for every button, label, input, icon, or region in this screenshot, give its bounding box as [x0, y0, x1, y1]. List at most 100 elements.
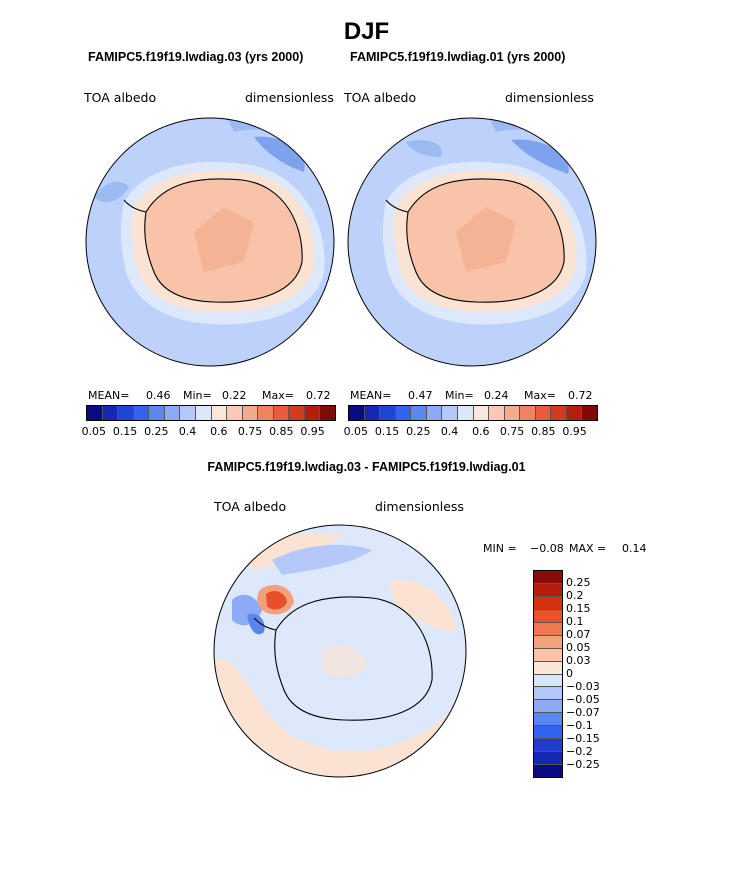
colorbar-swatch [258, 406, 274, 420]
difference-title: FAMIPC5.f19f19.lwdiag.03 - FAMIPC5.f19f1… [207, 460, 526, 474]
colorbar-swatch [180, 406, 196, 420]
colorbar-swatch [242, 406, 259, 420]
colorbar-tick-label: 0.6 [210, 425, 228, 438]
colorbar-swatch [133, 406, 150, 420]
colorbar-tick-label: −0.25 [566, 758, 600, 771]
colorbar-swatch [118, 406, 134, 420]
colorbar-swatch [534, 596, 562, 610]
colorbar-tick-label: 0.6 [472, 425, 490, 438]
colorbar-tick-label: −0.1 [566, 719, 593, 732]
diff-hot-spot [266, 591, 287, 610]
colorbar-tick-label: 0.15 [566, 602, 591, 615]
colorbar-tick-label: 0.95 [300, 425, 325, 438]
ice-sheet-interior [456, 207, 516, 272]
right-polar-map [347, 117, 597, 367]
right-mean-value: 0.47 [408, 389, 433, 402]
colorbar-tick-label: 0.15 [112, 425, 138, 438]
ocean-dark-patch [406, 140, 442, 157]
difference-colorbar [533, 570, 563, 778]
colorbar-swatch [164, 406, 181, 420]
colorbar-tick-label: −0.2 [566, 745, 593, 758]
colorbar-tick-label: 0.25 [144, 425, 169, 438]
colorbar-swatch [289, 406, 305, 420]
colorbar-tick-label: 0.2 [566, 589, 584, 602]
colorbar-tick-label: 0.05 [81, 425, 107, 438]
colorbar-swatch [520, 406, 536, 420]
colorbar-swatch [534, 726, 562, 740]
left-max-label: Max= [262, 389, 294, 402]
colorbar-swatch [534, 713, 562, 727]
diff-units-label: dimensionless [375, 499, 464, 514]
left-mean-value: 0.46 [146, 389, 171, 402]
colorbar-swatch [551, 406, 567, 420]
colorbar-swatch [473, 406, 490, 420]
ocean-dark-patch [94, 181, 129, 203]
colorbar-swatch [304, 406, 321, 420]
colorbar-tick-label: −0.03 [566, 680, 600, 693]
antarctic-peninsula [123, 199, 147, 213]
right-variable-label: TOA albedo [344, 90, 417, 105]
left-min-label: Min= [183, 389, 212, 402]
diff-max-value: 0.14 [622, 542, 647, 555]
colorbar-swatch [227, 406, 243, 420]
left-run-title: FAMIPC5.f19f19.lwdiag.03 (yrs 2000) [88, 50, 304, 64]
colorbar-swatch [102, 406, 119, 420]
colorbar-tick-label: 0.1 [566, 615, 584, 628]
left-units-label: dimensionless [245, 90, 334, 105]
ocean-dark-patch [254, 136, 305, 172]
colorbar-tick-label: 0.95 [562, 425, 587, 438]
left-max-value: 0.72 [306, 389, 331, 402]
colorbar-swatch [534, 765, 562, 777]
colorbar-tick-label: −0.05 [566, 693, 600, 706]
right-run-title: FAMIPC5.f19f19.lwdiag.01 (yrs 2000) [350, 50, 566, 64]
colorbar-tick-label: 0.25 [566, 576, 591, 589]
colorbar-tick-label: 0.85 [269, 425, 294, 438]
colorbar-swatch [211, 406, 228, 420]
colorbar-swatch [349, 406, 365, 420]
antarctic-peninsula [253, 617, 277, 631]
colorbar-swatch [364, 406, 381, 420]
colorbar-tick-label: 0.05 [566, 641, 591, 654]
colorbar-swatch [534, 687, 562, 701]
colorbar-tick-label: 0.4 [440, 425, 459, 438]
colorbar-swatch [534, 674, 562, 688]
colorbar-swatch [320, 406, 335, 420]
ice-sheet-interior [194, 207, 254, 272]
colorbar-swatch [457, 406, 474, 420]
left-min-value: 0.22 [222, 389, 247, 402]
ice-sheet-diff-patch [322, 645, 367, 677]
colorbar-swatch [582, 406, 597, 420]
season-title: DJF [343, 18, 390, 45]
diff-min-label: MIN = [483, 542, 517, 555]
colorbar-swatch [195, 406, 212, 420]
diff-variable-label: TOA albedo [214, 499, 287, 514]
diff-cold-spot [247, 613, 265, 635]
colorbar-tick-label: −0.07 [566, 706, 600, 719]
colorbar-tick-label: 0.03 [566, 654, 591, 667]
colorbar-swatch [442, 406, 458, 420]
colorbar-tick-label: 0.25 [406, 425, 431, 438]
colorbar-swatch [534, 609, 562, 623]
colorbar-tick-label: 0.15 [374, 425, 400, 438]
left-mean-label: MEAN= [88, 389, 130, 402]
colorbar-tick-label: 0.75 [499, 425, 525, 438]
colorbar-swatch [149, 406, 165, 420]
left-colorbar [86, 405, 336, 421]
colorbar-tick-label: 0 [566, 667, 573, 680]
colorbar-swatch [566, 406, 583, 420]
colorbar-swatch [87, 406, 103, 420]
colorbar-swatch [534, 635, 562, 649]
right-max-label: Max= [524, 389, 556, 402]
colorbar-swatch [534, 739, 562, 753]
colorbar-swatch [534, 752, 562, 766]
diff-negative-region [272, 544, 372, 575]
colorbar-swatch [380, 406, 396, 420]
colorbar-swatch [534, 648, 562, 662]
colorbar-swatch [489, 406, 505, 420]
colorbar-tick-label: 0.4 [178, 425, 197, 438]
colorbar-swatch [273, 406, 290, 420]
colorbar-swatch [534, 583, 562, 597]
colorbar-tick-label: 0.85 [531, 425, 556, 438]
colorbar-swatch [534, 661, 562, 675]
antarctic-peninsula [385, 199, 409, 213]
